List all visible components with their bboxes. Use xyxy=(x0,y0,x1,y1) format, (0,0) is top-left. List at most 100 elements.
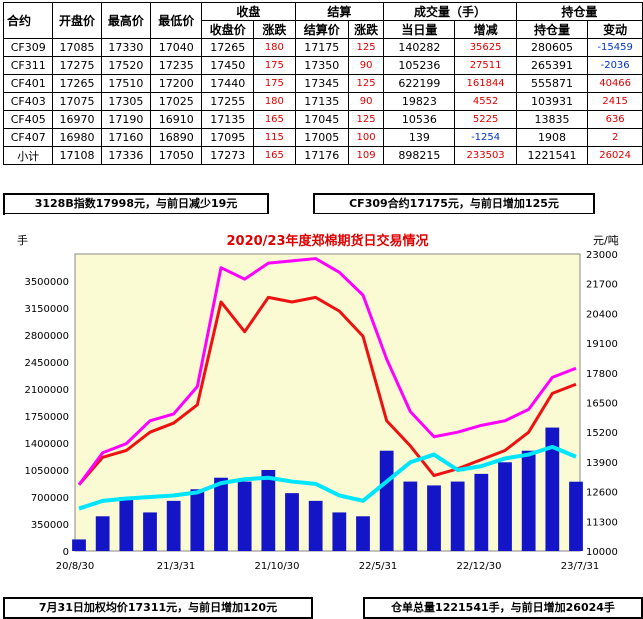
table-row: CF405 16970 17190 16910 17135 165 17045 125 1053… xyxy=(2,110,643,129)
table-cell: 555871 xyxy=(515,74,589,93)
x-tick-label: 23/7/31 xyxy=(561,561,600,572)
table-cell: 13835 xyxy=(515,110,589,129)
table-cell: CF311 xyxy=(2,56,54,75)
chart-area: 0 350000 700000 1050000 1400000 1750000 210000… xyxy=(5,214,641,594)
cf309-note: CF309合约17175元，与前日增加125元 xyxy=(313,193,595,215)
x-tick-label: 22/12/30 xyxy=(457,561,502,572)
header-settle: 结算价 xyxy=(294,20,349,39)
volume-bar xyxy=(498,462,512,551)
volume-bar xyxy=(95,516,110,551)
table-cell: 165 xyxy=(253,110,296,129)
table-cell: 17025 xyxy=(150,92,203,111)
y-right-tick-label: 21700 xyxy=(586,280,618,291)
header-volume: 当日量 xyxy=(383,20,456,39)
header-group-oi: 持仓量 xyxy=(515,2,643,21)
header-group-volume: 成交量（手） xyxy=(383,2,517,21)
header-group-settle: 结算 xyxy=(294,2,385,21)
table-cell: 17095 xyxy=(201,128,255,147)
table-row: CF309 17085 17330 17040 17265 180 17175 125 1402… xyxy=(2,38,643,57)
table-cell: 16980 xyxy=(52,128,102,147)
table-cell: 265391 xyxy=(515,56,589,75)
header-row-sub: 收盘价 涨跌 结算价 涨跌 当日量 增减 持仓量 变动 xyxy=(4,20,643,39)
table-cell: 17005 xyxy=(294,128,349,147)
header-oi: 持仓量 xyxy=(515,20,589,39)
volume-bar xyxy=(214,477,228,551)
header-settle-change: 涨跌 xyxy=(347,20,385,39)
volume-bar xyxy=(119,497,134,551)
table-cell: 19823 xyxy=(383,92,456,111)
table-row: CF401 17265 17510 17200 17440 175 17345 125 6221… xyxy=(2,74,643,93)
table-cell: 17235 xyxy=(150,56,203,75)
y-right-tick-label: 11300 xyxy=(586,517,618,528)
table-cell: 小计 xyxy=(2,146,54,165)
y-left-tick-label: 350000 xyxy=(31,520,69,531)
table-cell: 17200 xyxy=(150,74,203,93)
y-right-tick-label: 15200 xyxy=(586,428,618,439)
table-cell: 140282 xyxy=(383,38,456,57)
table-cell: 125 xyxy=(347,110,385,129)
header-oi-change: 变动 xyxy=(587,20,643,39)
volume-bar xyxy=(356,516,370,551)
table-cell: 17265 xyxy=(201,38,255,57)
volume-bar xyxy=(308,500,323,551)
volume-bar xyxy=(166,500,181,551)
series-line-1 xyxy=(77,257,577,486)
y-left-tick-label: 1050000 xyxy=(24,466,69,477)
avg-price-note: 7月31日加权均价17311元，与前日增加120元 xyxy=(3,597,313,619)
y-right-tick-label: 12600 xyxy=(586,488,618,499)
table-cell: 139 xyxy=(383,128,456,147)
table-cell: 35625 xyxy=(454,38,517,57)
y-right-tick-label: 19100 xyxy=(586,339,618,350)
volume-bar xyxy=(379,450,394,551)
warehouse-note: 仓单总量1221541手，与前日增加26024手 xyxy=(363,597,643,619)
table-cell: -1254 xyxy=(454,128,517,147)
series-line-2 xyxy=(78,444,577,511)
y-left-tick-label: 2100000 xyxy=(24,385,69,396)
table-cell: 17160 xyxy=(100,128,152,147)
table-cell: 17330 xyxy=(100,38,152,57)
table-cell: 17075 xyxy=(52,92,102,111)
table-cell: 17336 xyxy=(100,146,152,165)
header-volume-change: 增减 xyxy=(454,20,517,39)
table-cell: 17345 xyxy=(294,74,349,93)
table-cell: -2036 xyxy=(587,56,643,75)
table-cell: 5225 xyxy=(454,110,517,129)
table-cell: 280605 xyxy=(515,38,589,57)
table-row: CF403 17075 17305 17025 17255 180 17135 90 19823… xyxy=(2,92,643,111)
header-close: 收盘价 xyxy=(201,20,255,39)
table-cell: 2 xyxy=(587,128,643,147)
table-cell: 17520 xyxy=(100,56,152,75)
header-contract: 合约 xyxy=(2,2,54,39)
table-cell: 40466 xyxy=(587,74,643,93)
table-cell: CF403 xyxy=(2,92,54,111)
table-cell: 100 xyxy=(347,128,385,147)
table-cell: 161844 xyxy=(454,74,517,93)
y-right-tick-label: 20400 xyxy=(586,309,618,320)
table-cell: 17275 xyxy=(52,56,102,75)
x-tick-label: 22/5/31 xyxy=(359,561,398,572)
table-cell: CF309 xyxy=(2,38,54,57)
quote-table-body: CF309 17085 17330 17040 17265 180 17175 125 1402… xyxy=(2,38,643,165)
y-left-tick-label: 0 xyxy=(63,547,69,558)
table-cell: 17510 xyxy=(100,74,152,93)
table-cell: 17440 xyxy=(201,74,255,93)
table-cell: 1221541 xyxy=(515,146,589,165)
table-cell: 16910 xyxy=(150,110,203,129)
table-cell: 17450 xyxy=(201,56,255,75)
y-right-tick-label: 17800 xyxy=(586,369,618,380)
table-cell: 165 xyxy=(253,146,296,165)
table-cell: CF405 xyxy=(2,110,54,129)
header-high: 最高价 xyxy=(100,2,152,39)
y-left-tick-label: 700000 xyxy=(31,493,69,504)
table-cell: 16890 xyxy=(150,128,203,147)
y-left-tick-label: 2800000 xyxy=(24,331,69,342)
header-close-change: 涨跌 xyxy=(253,20,296,39)
table-cell: 17176 xyxy=(294,146,349,165)
table-cell: 10536 xyxy=(383,110,456,129)
y-left-unit: 手 xyxy=(17,233,28,247)
table-cell: 17040 xyxy=(150,38,203,57)
header-group-close: 收盘 xyxy=(201,2,296,21)
table-cell: 17255 xyxy=(201,92,255,111)
volume-bar xyxy=(72,539,86,551)
table-cell: 898215 xyxy=(383,146,456,165)
